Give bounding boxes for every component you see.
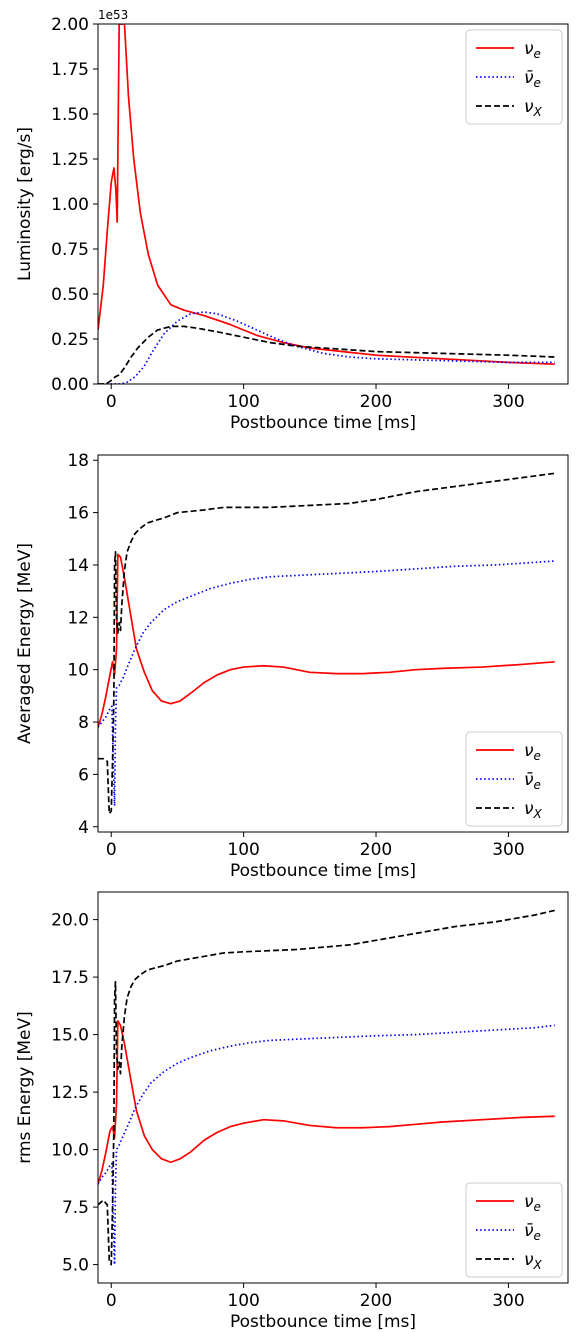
y-tick-label: 17.5 xyxy=(51,968,89,988)
y-tick-label: 0.25 xyxy=(51,330,89,350)
x-tick-label: 300 xyxy=(492,1291,524,1311)
y-tick-label: 1.25 xyxy=(51,150,89,170)
legend-entry-nu-e-bar: ν̄e xyxy=(524,770,541,792)
x-tick-label: 100 xyxy=(227,392,259,412)
plot-frame xyxy=(97,454,569,833)
y-tick-label: 4 xyxy=(78,818,89,838)
y-tick-label: 18 xyxy=(67,451,89,471)
y-tick-label: 14 xyxy=(67,556,89,576)
y-axis-label: Averaged Energy [MeV] xyxy=(15,543,35,744)
y-tick-label: 1.00 xyxy=(51,195,89,215)
y-tick-label: 2.00 xyxy=(51,15,89,35)
x-tick-label: 0 xyxy=(106,392,117,412)
x-tick-label: 100 xyxy=(227,1291,259,1311)
chart-panel-2: 0 100 200 300 4 6 8 10 12 14 16 18 Postbounce time [… xyxy=(15,451,569,881)
series-line-nu-e xyxy=(98,553,555,728)
legend-entry-nu-e-bar: ν̄e xyxy=(524,1221,541,1243)
y-tick-label: 0.75 xyxy=(51,240,89,260)
legend-entry-nu-x: νX xyxy=(524,97,543,119)
legend-entry-nu-e: νe xyxy=(524,39,541,61)
y-tick-label: 12.5 xyxy=(51,1083,89,1103)
axis-offset-text: 1e53 xyxy=(98,8,128,22)
y-tick-label: 10 xyxy=(67,661,89,681)
y-axis-label: Luminosity [erg/s] xyxy=(15,127,35,281)
legend-entry-nu-e: νe xyxy=(524,1192,541,1214)
x-tick-label: 300 xyxy=(492,840,524,860)
legend-entry-nu-e: νe xyxy=(524,741,541,763)
legend: νe ν̄e νX xyxy=(465,731,563,827)
chart-panel-1: 0 100 200 300 0.00 0.25 0.50 0.75 1.00 1.25 1.50 1.… xyxy=(15,8,569,433)
chart-panel-3: 0 100 200 300 5.0 7.5 10.0 12.5 15.0 17.5 20.0 Post… xyxy=(15,891,569,1332)
legend: νe ν̄e νX xyxy=(465,1182,563,1278)
x-tick-label: 0 xyxy=(106,1291,117,1311)
series-line-nu-e xyxy=(98,24,555,366)
x-tick-label: 0 xyxy=(106,840,117,860)
y-tick-label: 15.0 xyxy=(51,1026,89,1046)
y-tick-label: 8 xyxy=(78,713,89,733)
y-axis-label: rms Energy [MeV] xyxy=(15,1011,35,1163)
series-line-nu-x xyxy=(98,909,555,1266)
series-line-nu-x xyxy=(98,325,555,384)
x-tick-label: 200 xyxy=(360,1291,392,1311)
x-tick-label: 200 xyxy=(360,840,392,860)
x-axis-label: Postbounce time [ms] xyxy=(230,1312,416,1332)
y-tick-label: 7.5 xyxy=(62,1198,89,1218)
legend: νe ν̄e νX xyxy=(465,29,563,125)
y-tick-label: 10.0 xyxy=(51,1141,89,1161)
y-tick-label: 0.50 xyxy=(51,285,89,305)
x-axis-label: Postbounce time [ms] xyxy=(230,861,416,881)
x-tick-label: 100 xyxy=(227,840,259,860)
y-tick-label: 12 xyxy=(67,608,89,628)
series-line-nu-e-bar xyxy=(98,311,555,384)
y-tick-label: 1.50 xyxy=(51,105,89,125)
series-line-nu-e xyxy=(98,1019,555,1185)
y-tick-label: 5.0 xyxy=(62,1256,89,1276)
legend-entry-nu-x: νX xyxy=(524,799,543,821)
y-tick-label: 16 xyxy=(67,504,89,524)
x-tick-label: 300 xyxy=(492,392,524,412)
legend-entry-nu-e-bar: ν̄e xyxy=(524,68,541,90)
legend-entry-nu-x: νX xyxy=(524,1250,543,1272)
y-tick-label: 6 xyxy=(78,765,89,785)
series-line-nu-x xyxy=(98,472,555,815)
y-tick-label: 1.75 xyxy=(51,60,89,80)
y-tick-label: 20.0 xyxy=(51,911,89,931)
plot-frame xyxy=(97,891,569,1284)
y-tick-label: 0.00 xyxy=(51,375,89,395)
x-axis-label: Postbounce time [ms] xyxy=(230,413,416,433)
x-tick-label: 200 xyxy=(360,392,392,412)
